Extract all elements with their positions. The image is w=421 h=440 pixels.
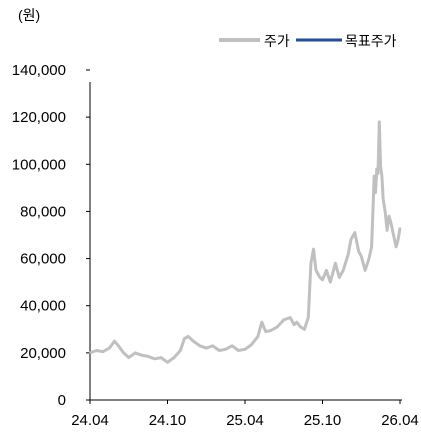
data-point	[153, 358, 156, 360]
data-point	[108, 347, 111, 349]
data-point	[187, 335, 189, 338]
data-point	[379, 165, 382, 168]
data-point	[357, 250, 360, 253]
data-point	[95, 349, 98, 352]
data-point	[307, 316, 310, 319]
data-point	[134, 352, 136, 354]
data-point	[373, 175, 376, 177]
data-point	[342, 269, 345, 272]
data-point	[315, 269, 317, 272]
data-point	[303, 328, 306, 331]
data-point	[377, 172, 379, 175]
data-point	[368, 257, 370, 260]
y-tick-label: 60,000	[20, 251, 66, 268]
data-point	[211, 345, 214, 347]
data-point	[192, 340, 195, 342]
data-point	[199, 345, 201, 347]
data-point	[117, 345, 120, 347]
data-point	[295, 321, 298, 324]
legend: 주가 목표주가	[219, 33, 397, 49]
data-point	[312, 248, 315, 250]
data-point	[166, 361, 169, 364]
tick-labels: 0 20,000 40,000 60,000 80,000 100,000 120,000 1…	[12, 62, 419, 429]
data-point	[338, 276, 341, 279]
data-point	[128, 356, 130, 359]
data-point	[374, 191, 377, 194]
data-point	[244, 348, 246, 351]
y-tick-label: 100,000	[12, 156, 66, 173]
data-point	[122, 352, 125, 354]
data-point	[147, 355, 149, 358]
data-point	[218, 349, 220, 352]
data-point	[293, 323, 295, 326]
series-line-price	[89, 120, 402, 364]
data-point	[283, 319, 285, 321]
series-layer	[89, 120, 402, 364]
x-tick-label: 26.04	[381, 412, 419, 429]
data-point	[354, 231, 356, 234]
data-point	[350, 238, 352, 241]
data-point	[250, 343, 253, 346]
data-point	[325, 269, 328, 272]
data-point	[102, 350, 104, 353]
data-point	[384, 210, 386, 213]
data-point	[173, 356, 175, 359]
data-point	[319, 276, 321, 279]
data-point	[257, 335, 259, 338]
data-point	[382, 198, 385, 201]
y-tick-label: 140,000	[12, 62, 66, 79]
data-point	[299, 326, 302, 328]
data-point	[237, 349, 240, 352]
data-point	[329, 281, 332, 283]
data-point	[397, 238, 399, 241]
data-point	[378, 121, 381, 123]
data-point	[381, 175, 383, 177]
data-point	[179, 349, 182, 352]
x-tick-label: 24.04	[71, 412, 109, 429]
data-point	[289, 316, 292, 319]
x-tick-label: 24.10	[149, 412, 187, 429]
data-point	[321, 279, 324, 281]
axes	[86, 69, 402, 404]
data-point	[395, 246, 397, 248]
data-point	[386, 229, 388, 232]
data-point	[334, 262, 337, 265]
x-tick-label: 25.04	[226, 412, 264, 429]
y-tick-label: 120,000	[12, 109, 66, 126]
data-point	[310, 262, 312, 265]
data-point	[183, 337, 186, 340]
data-point	[140, 354, 143, 357]
data-point	[376, 168, 378, 170]
legend-label-price: 주가	[264, 33, 290, 49]
legend-label-target-price: 목표주가	[345, 33, 397, 49]
data-point	[347, 253, 350, 255]
data-point	[360, 255, 363, 257]
x-tick-label: 25.10	[304, 412, 342, 429]
data-point	[392, 234, 395, 236]
data-point	[270, 329, 272, 332]
data-point	[399, 227, 401, 229]
data-point	[390, 222, 392, 224]
data-point	[388, 215, 390, 217]
data-point	[231, 345, 233, 347]
y-tick-label: 20,000	[20, 345, 66, 362]
y-tick-label: 0	[58, 392, 66, 409]
data-point	[205, 347, 208, 349]
data-point	[89, 352, 91, 354]
data-point	[370, 246, 373, 248]
data-point	[364, 269, 366, 272]
y-tick-label: 40,000	[20, 298, 66, 315]
y-unit-label: (원)	[18, 7, 40, 23]
data-point	[160, 356, 162, 359]
data-point	[264, 330, 267, 333]
y-tick-label: 80,000	[20, 203, 66, 220]
data-point	[261, 321, 263, 324]
data-point	[224, 348, 227, 351]
data-point	[113, 340, 116, 342]
data-point	[276, 326, 279, 328]
